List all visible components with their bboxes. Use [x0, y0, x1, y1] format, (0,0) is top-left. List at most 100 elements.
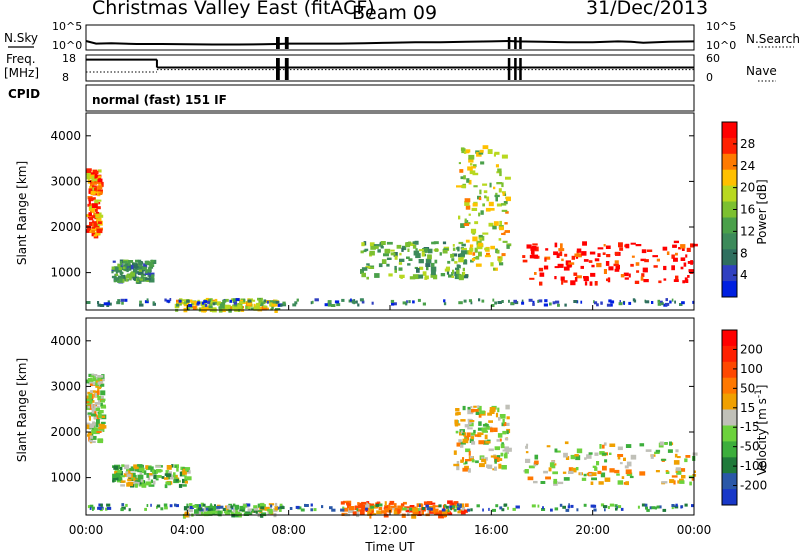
ground-scatter-cell — [449, 505, 453, 509]
data-cell — [498, 417, 501, 421]
data-cell — [477, 405, 482, 411]
data-cell — [614, 251, 619, 255]
data-cell — [531, 252, 535, 257]
data-cell — [88, 190, 93, 194]
data-cell — [454, 261, 458, 264]
colorbar-tick-label: 28 — [740, 137, 755, 151]
data-cell — [584, 457, 587, 460]
data-cell — [91, 413, 96, 417]
ground-scatter-cell — [160, 507, 164, 511]
data-cell — [554, 463, 557, 466]
data-cell — [442, 249, 448, 254]
data-cell — [460, 430, 463, 435]
data-cell — [560, 243, 563, 249]
data-cell — [455, 267, 459, 271]
ground-scatter-cell — [490, 304, 495, 307]
data-cell — [400, 503, 405, 507]
ground-scatter-cell — [531, 504, 536, 508]
data-cell — [86, 395, 90, 399]
data-cell — [602, 465, 607, 471]
data-cell — [185, 468, 188, 472]
data-cell — [689, 481, 692, 486]
data-cell — [366, 263, 370, 266]
data-cell — [150, 260, 155, 263]
data-cell — [94, 411, 97, 415]
ground-scatter-cell — [623, 302, 625, 305]
ground-scatter-cell — [680, 505, 683, 509]
data-cell — [427, 501, 433, 506]
data-cell — [457, 511, 462, 514]
data-cell — [573, 272, 578, 276]
data-cell — [237, 304, 241, 309]
data-cell — [224, 298, 229, 302]
data-cell — [97, 387, 100, 391]
data-cell — [505, 176, 511, 180]
data-cell — [388, 502, 394, 505]
data-cell — [95, 214, 100, 218]
velocity-colorbar: 200 100 50 15 -15 -50 -100 -200 — [721, 329, 767, 506]
data-cell — [500, 452, 504, 457]
data-cell — [625, 469, 632, 475]
data-cell — [131, 476, 134, 480]
data-cell — [458, 274, 464, 280]
data-cell — [381, 510, 387, 514]
colorbar-segment — [722, 377, 737, 395]
data-cell — [146, 473, 149, 478]
data-cell — [462, 438, 469, 444]
ground-scatter-cell — [166, 299, 171, 303]
data-cell — [115, 472, 121, 478]
data-cell — [250, 307, 254, 310]
data-cell — [361, 501, 367, 505]
colorbar-tick-label: -15 — [740, 420, 760, 434]
data-cell — [93, 377, 97, 382]
data-cell — [534, 454, 539, 460]
ground-scatter-cell — [327, 301, 330, 305]
data-cell — [97, 413, 102, 419]
data-cell — [263, 504, 266, 508]
data-cell — [253, 303, 256, 307]
data-cell — [133, 464, 139, 469]
data-cell — [241, 301, 246, 304]
data-cell — [493, 267, 496, 271]
colorbar-frame — [721, 329, 738, 506]
data-cell — [580, 265, 584, 269]
data-cell — [99, 423, 102, 427]
data-cell — [386, 241, 393, 245]
data-cell — [594, 467, 598, 471]
data-cell — [144, 272, 149, 275]
data-cell — [116, 476, 123, 482]
data-cell — [544, 257, 547, 262]
data-cell — [100, 399, 105, 403]
data-cell — [142, 276, 145, 281]
data-cell — [467, 166, 473, 171]
data-cell — [188, 299, 193, 303]
data-cell — [413, 250, 420, 256]
power-ylabel: Slant Range [km] — [15, 161, 29, 265]
data-cell — [503, 201, 508, 205]
data-cell — [504, 452, 508, 456]
data-cell — [123, 260, 128, 264]
data-cell — [138, 467, 145, 472]
data-cell — [156, 475, 162, 478]
data-cell — [151, 274, 155, 279]
data-cell — [221, 302, 226, 307]
data-cell — [86, 422, 90, 426]
freq-left-tick-top: 18 — [62, 52, 76, 65]
data-cell — [475, 460, 479, 464]
data-cell — [664, 442, 668, 445]
data-cell — [488, 448, 494, 452]
data-cell — [466, 178, 470, 183]
data-cell — [96, 431, 102, 433]
data-cell — [454, 419, 458, 424]
ground-scatter-cell — [270, 504, 273, 508]
ground-scatter-cell — [692, 300, 695, 304]
ground-scatter-cell — [310, 301, 313, 305]
data-cell — [679, 478, 684, 482]
ground-scatter-cell — [146, 504, 149, 507]
data-cell — [100, 390, 106, 396]
ground-scatter-cell — [264, 299, 266, 303]
data-cell — [530, 249, 535, 255]
ground-scatter-cell — [120, 298, 125, 302]
freq-label-line2: [MHz] — [4, 66, 39, 80]
ground-scatter-cell — [233, 301, 237, 305]
